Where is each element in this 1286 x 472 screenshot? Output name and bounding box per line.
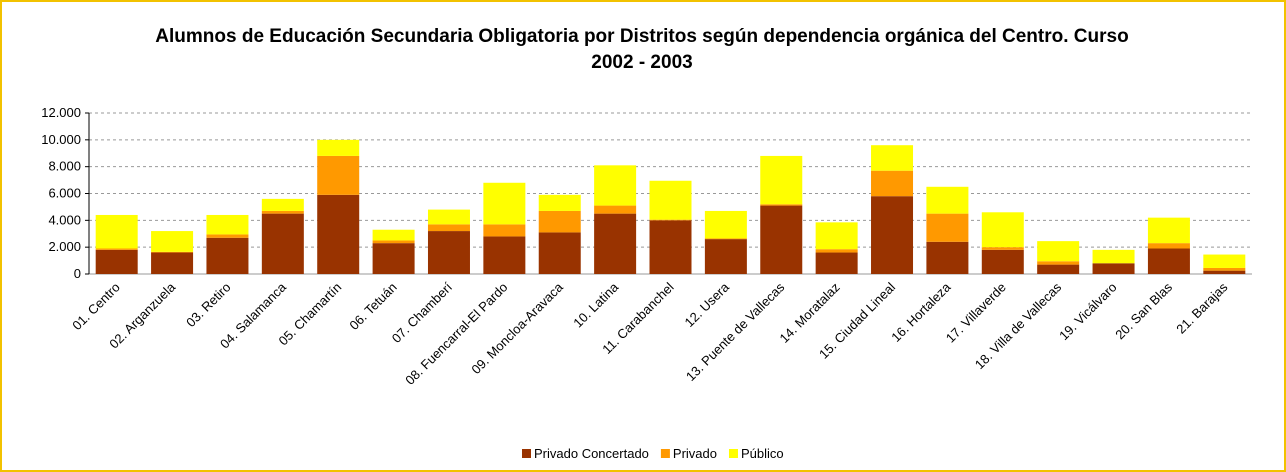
x-tick-label: 09. Moncloa-Aravaca	[468, 279, 566, 377]
bar-segment	[815, 252, 858, 274]
bar-segment	[1092, 249, 1135, 264]
bar-segment	[317, 155, 360, 195]
x-tick-label: 13. Puente de Vallecas	[683, 279, 788, 384]
legend-swatch	[728, 449, 738, 458]
bar-segment	[1203, 270, 1246, 274]
bar-segment	[704, 238, 747, 240]
bar-segment	[483, 236, 526, 274]
bar-segment	[95, 214, 138, 249]
bar-segment	[926, 213, 969, 242]
bar-segment	[926, 186, 969, 214]
bar-segment	[594, 213, 637, 274]
bar-segment	[206, 234, 249, 238]
bar-segment	[317, 139, 360, 156]
bar-segment	[1203, 267, 1246, 271]
x-tick-label: 01. Centro	[69, 280, 123, 334]
bar-segment	[151, 252, 194, 274]
bar-segment	[704, 210, 747, 239]
bar-segment	[538, 194, 581, 211]
legend-swatch	[522, 449, 531, 458]
bar-segment	[151, 251, 194, 253]
y-tick-label: 4.000	[48, 212, 81, 227]
bar-segment	[1147, 248, 1190, 274]
bar-segment	[871, 145, 914, 171]
bar-segment	[1037, 241, 1080, 262]
bar-segment	[317, 194, 360, 274]
bar-segment	[483, 224, 526, 237]
bar-segment	[427, 209, 470, 225]
y-tick-label: 0	[74, 266, 81, 281]
bar-segment	[206, 214, 249, 235]
bar-segment	[261, 198, 304, 211]
bar-segment	[261, 210, 304, 214]
bar-segment	[981, 247, 1024, 250]
bar-segment	[1147, 243, 1190, 249]
bar-segment	[206, 237, 249, 274]
bar-segment	[871, 196, 914, 274]
x-tick-label: 21. Barajas	[1173, 279, 1230, 336]
x-tick-label: 10. Latina	[570, 279, 622, 331]
x-tick-label: 03. Retiro	[183, 280, 233, 330]
bar-segment	[981, 212, 1024, 248]
legend-label: Público	[741, 446, 784, 461]
bar-segment	[261, 213, 304, 274]
bar-segment	[538, 232, 581, 274]
bar-segment	[649, 180, 692, 220]
bar-segment	[760, 205, 803, 274]
bar-segment	[95, 248, 138, 250]
x-tick-label: 19. Vicálvaro	[1056, 280, 1120, 344]
bar-segment	[427, 224, 470, 232]
bar-segment	[483, 182, 526, 225]
bar-segment	[1037, 261, 1080, 265]
y-tick-label: 2.000	[48, 239, 81, 254]
x-tick-label: 08. Fuencarral-El Pardo	[402, 280, 510, 388]
bar-segment	[594, 165, 637, 206]
bar-segment	[95, 249, 138, 274]
bar-segment	[815, 222, 858, 250]
bar-segment	[1203, 254, 1246, 268]
y-tick-label: 8.000	[48, 159, 81, 174]
bar-segment	[815, 249, 858, 253]
bar-segment	[538, 210, 581, 233]
legend-label: Privado	[673, 446, 717, 461]
x-tick-label: 06. Tetuán	[346, 280, 399, 333]
bar-segment	[1092, 263, 1135, 274]
y-tick-label: 10.000	[41, 132, 81, 147]
legend-swatch	[660, 449, 670, 458]
bar-segment	[981, 249, 1024, 274]
bar-segment	[372, 229, 415, 241]
bar-segment	[760, 155, 803, 205]
bar-segment	[427, 231, 470, 274]
y-tick-label: 12.000	[41, 105, 81, 120]
bar-segment	[1147, 217, 1190, 244]
bar-segment	[1037, 264, 1080, 274]
bar-segment	[649, 219, 692, 221]
x-tick-label: 20. San Blas	[1112, 279, 1175, 342]
y-tick-label: 6.000	[48, 186, 81, 201]
bar-segment	[760, 204, 803, 206]
bar-segment	[372, 240, 415, 244]
bar-segment	[372, 243, 415, 274]
bar-segment	[594, 205, 637, 214]
bar-segment	[871, 170, 914, 197]
chart-title: Alumnos de Educación Secundaria Obligato…	[155, 26, 1129, 73]
bar-segment	[926, 241, 969, 274]
bar-segment	[151, 231, 194, 252]
bar-segment	[649, 220, 692, 274]
legend-label: Privado Concertado	[534, 446, 649, 461]
bar-segment	[704, 239, 747, 274]
x-tick-label: 12. Usera	[682, 279, 733, 330]
